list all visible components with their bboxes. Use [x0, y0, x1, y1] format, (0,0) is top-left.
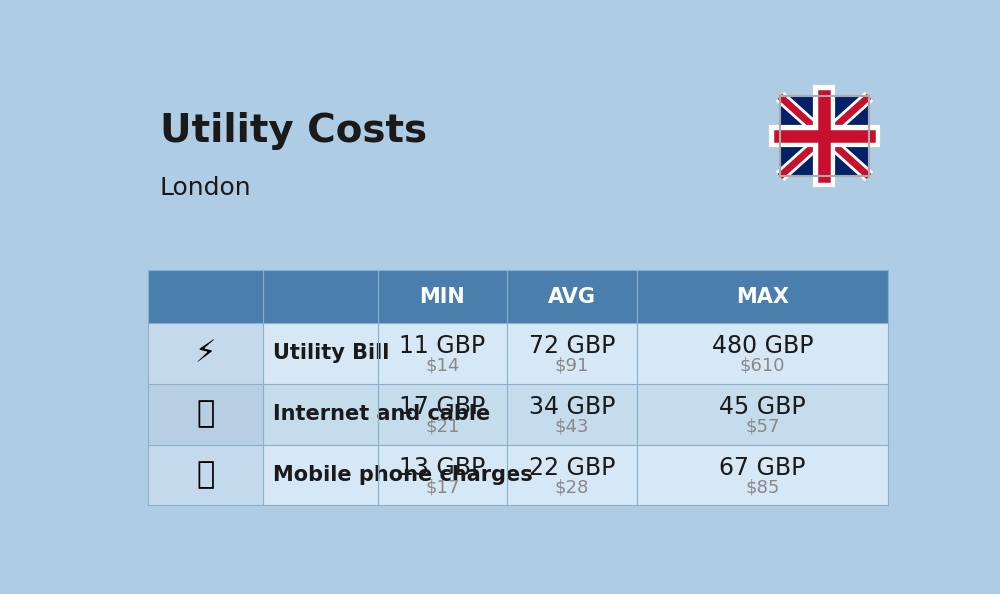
Text: $85: $85 — [745, 478, 780, 496]
Text: Utility Bill: Utility Bill — [273, 343, 389, 364]
Bar — [263, 444, 378, 505]
Text: AVG: AVG — [548, 286, 596, 307]
Text: ⚡: ⚡ — [195, 339, 216, 368]
Text: $57: $57 — [745, 417, 780, 435]
Bar — [148, 270, 263, 323]
Text: Utility Costs: Utility Costs — [160, 112, 427, 150]
Text: 📶: 📶 — [196, 400, 215, 429]
Text: MIN: MIN — [420, 286, 465, 307]
Bar — [148, 323, 263, 384]
Text: 11 GBP: 11 GBP — [399, 334, 486, 358]
Text: 22 GBP: 22 GBP — [529, 456, 615, 479]
Bar — [637, 323, 888, 384]
Bar — [263, 323, 378, 384]
Text: 13 GBP: 13 GBP — [399, 456, 486, 479]
Bar — [637, 270, 888, 323]
Bar — [148, 444, 263, 505]
Text: 📱: 📱 — [196, 460, 215, 489]
Bar — [263, 270, 378, 323]
Bar — [780, 96, 869, 176]
Bar — [507, 384, 637, 444]
Bar — [780, 96, 869, 176]
Text: 34 GBP: 34 GBP — [529, 395, 615, 419]
Text: Mobile phone charges: Mobile phone charges — [273, 465, 533, 485]
Bar — [378, 384, 507, 444]
Bar — [507, 444, 637, 505]
Text: 17 GBP: 17 GBP — [399, 395, 486, 419]
Text: 45 GBP: 45 GBP — [719, 395, 806, 419]
Bar — [507, 323, 637, 384]
Text: 480 GBP: 480 GBP — [712, 334, 813, 358]
Bar — [378, 444, 507, 505]
Text: $17: $17 — [425, 478, 460, 496]
Text: MAX: MAX — [736, 286, 789, 307]
Bar — [378, 323, 507, 384]
Text: London: London — [160, 176, 252, 201]
Text: $21: $21 — [425, 417, 460, 435]
Text: $14: $14 — [425, 356, 460, 374]
Text: Internet and cable: Internet and cable — [273, 404, 490, 424]
Bar — [637, 444, 888, 505]
Text: $91: $91 — [555, 356, 589, 374]
Bar — [637, 384, 888, 444]
Text: $28: $28 — [555, 478, 589, 496]
Bar — [263, 384, 378, 444]
Text: 67 GBP: 67 GBP — [719, 456, 806, 479]
Text: 72 GBP: 72 GBP — [529, 334, 615, 358]
Bar — [378, 270, 507, 323]
Text: $610: $610 — [740, 356, 785, 374]
Text: $43: $43 — [555, 417, 589, 435]
Bar — [148, 384, 263, 444]
Bar — [507, 270, 637, 323]
